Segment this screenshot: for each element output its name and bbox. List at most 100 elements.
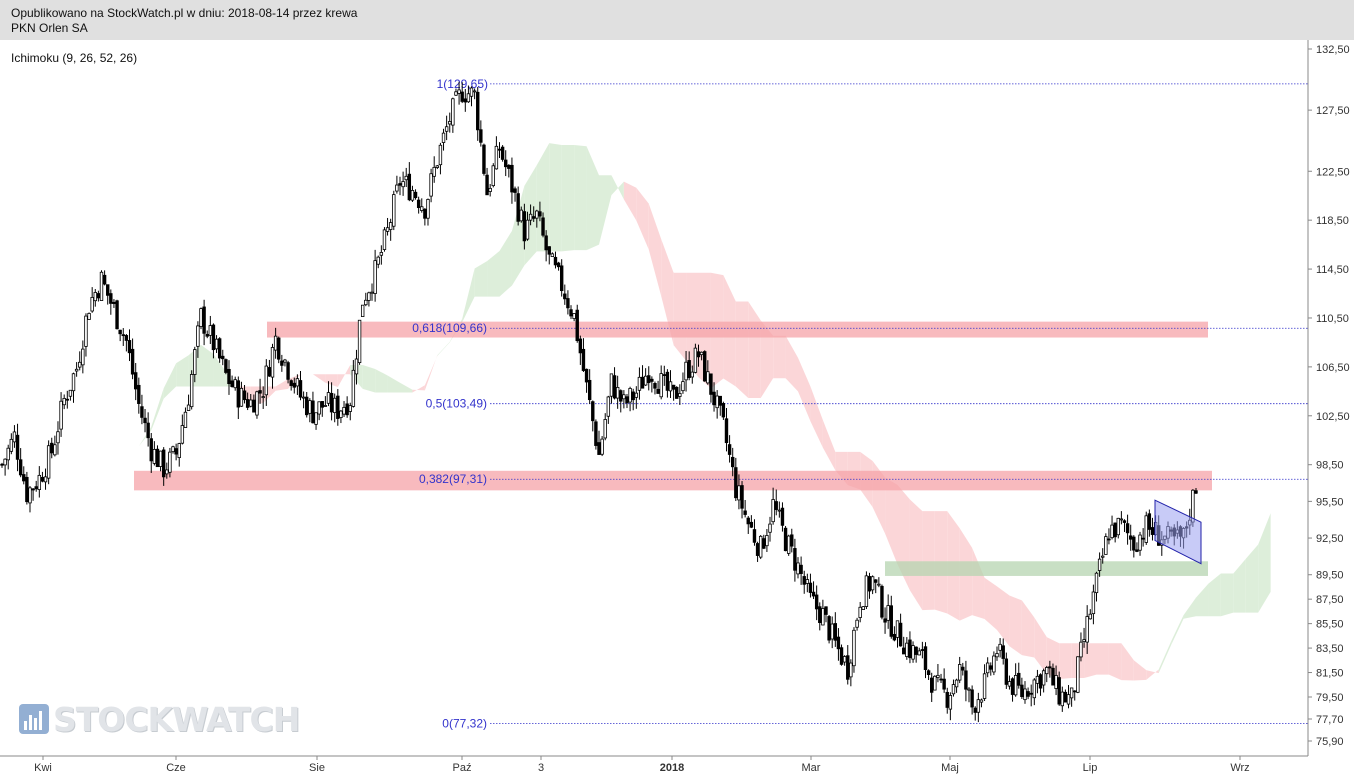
candle-body: [1101, 555, 1105, 558]
cloud-segment: [648, 203, 662, 296]
candle-body: [709, 373, 713, 395]
cloud-segment: [972, 547, 985, 620]
candle-body: [842, 656, 847, 663]
cloud-segment: [1258, 513, 1271, 613]
candle-body: [12, 431, 17, 443]
y-tick-label: 132,50: [1316, 44, 1350, 56]
x-tick-label: Wrz: [1230, 762, 1249, 774]
watermark-text: STOCKWATCH: [53, 699, 300, 739]
candle-body: [78, 361, 82, 368]
candle-body: [323, 405, 328, 407]
candle-body: [634, 392, 639, 398]
cloud-segment: [126, 446, 139, 465]
cloud-segment: [499, 230, 512, 297]
candle-body: [1069, 687, 1074, 699]
candle-body: [715, 395, 719, 409]
candle-body: [441, 132, 446, 143]
cloud-segment: [1233, 558, 1246, 613]
candle-body: [124, 335, 129, 341]
candle-body: [283, 359, 287, 363]
candle-body: [905, 642, 909, 657]
candle-body: [1079, 641, 1083, 658]
candle-body: [420, 206, 424, 211]
candle-body: [401, 181, 405, 188]
candle-body: [1085, 616, 1089, 643]
candle-body: [855, 619, 859, 628]
candle-body: [494, 145, 499, 170]
candle-body: [479, 129, 483, 143]
candle-body: [252, 399, 256, 413]
candle-body: [777, 509, 782, 512]
cloud-segment: [412, 385, 425, 393]
cloud-segment: [201, 344, 214, 387]
candle-body: [109, 293, 113, 304]
candle-body: [877, 583, 881, 586]
candle-body: [87, 313, 91, 320]
y-tick-label: 75,90: [1316, 736, 1344, 748]
candle-body: [594, 421, 598, 446]
x-tick-label: 3: [538, 762, 544, 774]
candle-body: [121, 334, 125, 337]
cloud-segment: [1021, 600, 1035, 658]
candle-body: [1057, 677, 1061, 705]
axes: 132,50 127,50 122,50 118,50 114,50 110,50 106,…: [0, 40, 1350, 774]
candle-body: [1066, 694, 1071, 705]
candle-body: [703, 351, 707, 382]
cloud-segment: [785, 335, 798, 392]
candle-body: [43, 476, 48, 483]
candle-body: [189, 374, 194, 408]
candle-body: [780, 507, 785, 526]
x-tick-label: Sie: [309, 762, 325, 774]
cloud-segment: [1034, 617, 1047, 675]
cloud-segment: [176, 355, 189, 387]
candle-body: [656, 388, 660, 394]
cloud-segment: [151, 388, 164, 431]
candle-body: [351, 369, 356, 407]
candle-body: [1082, 639, 1086, 643]
price-zones: [134, 321, 1212, 576]
candle-body: [671, 384, 676, 390]
cloud-segment: [561, 144, 575, 252]
candle-body: [242, 390, 247, 401]
candle-body: [193, 349, 197, 375]
candle-body: [926, 670, 931, 675]
candle-body: [734, 467, 738, 499]
candle-body: [360, 304, 365, 317]
candle-body: [858, 606, 862, 618]
candle-body: [205, 334, 209, 337]
candle-body: [115, 300, 119, 330]
candle-body: [500, 146, 505, 160]
candle-body: [90, 297, 94, 312]
candle-body: [538, 211, 542, 217]
candle-body: [149, 438, 153, 462]
candle-body: [951, 684, 956, 695]
fib-label: 0,618(109,66): [412, 321, 487, 335]
cloud-segment: [623, 181, 637, 221]
candle-body: [348, 405, 352, 412]
candle-body: [783, 527, 788, 552]
cloud-segment: [213, 354, 226, 387]
candle-body: [1135, 549, 1139, 552]
candle-body: [1147, 513, 1152, 530]
candle-body: [758, 535, 763, 558]
candle-body: [939, 678, 943, 681]
candle-body: [572, 313, 576, 319]
candle-body: [345, 403, 349, 416]
candle-body: [504, 159, 508, 168]
candle-body: [550, 253, 555, 257]
candle-body: [482, 144, 486, 174]
candle-body: [466, 93, 471, 103]
candle-body: [1116, 517, 1120, 536]
candle-body: [407, 173, 412, 201]
cloud-segment: [735, 301, 749, 399]
cloud-segment: [1171, 615, 1184, 646]
candle-body: [342, 406, 346, 415]
y-tick-label: 85,50: [1316, 619, 1344, 631]
candle-body: [6, 447, 10, 461]
candle-body: [886, 605, 890, 621]
candle-body: [320, 401, 324, 408]
cloud-segment: [997, 586, 1010, 647]
cloud-segment: [885, 477, 898, 565]
candle-body: [973, 707, 977, 713]
